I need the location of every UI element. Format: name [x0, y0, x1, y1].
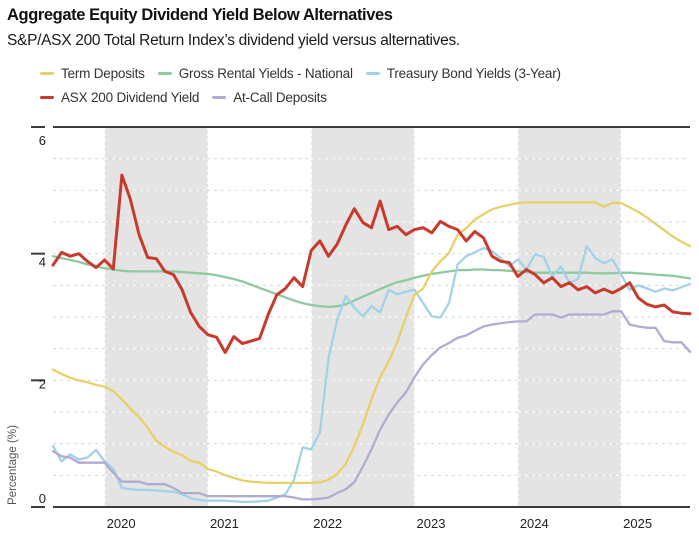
legend-swatch-icon — [40, 95, 54, 100]
legend-swatch-icon — [40, 71, 54, 76]
series-at-call-deposits — [51, 310, 692, 501]
legend-label: ASX 200 Dividend Yield — [61, 90, 200, 105]
legend-label: Treasury Bond Yields (3-Year) — [386, 66, 561, 81]
legend-label: Gross Rental Yields - National — [178, 66, 353, 81]
y-tick-label: 2 — [39, 376, 46, 391]
legend-row: ASX 200 Dividend Yield At-Call Deposits — [40, 90, 561, 105]
series-treasury-bond-yields-3-year — [51, 244, 692, 504]
legend-item-treasury-bond-yields-3-year: Treasury Bond Yields (3-Year) — [365, 66, 561, 81]
legend-item-asx-200-dividend-yield: ASX 200 Dividend Yield — [40, 90, 199, 105]
series-asx-200-dividend-yield — [51, 173, 692, 354]
legend-label: Term Deposits — [61, 66, 145, 81]
legend-swatch-icon — [157, 71, 172, 76]
legend-swatch-icon — [365, 71, 380, 76]
chart-title: Aggregate Equity Dividend Yield Below Al… — [7, 6, 393, 24]
y-tick-label: 6 — [39, 133, 46, 148]
x-year-label: 2022 — [313, 516, 342, 531]
x-year-label: 2025 — [623, 516, 652, 531]
legend-item-gross-rental-yields-national: Gross Rental Yields - National — [157, 66, 353, 81]
y-axis-title: Percentage (%) — [7, 425, 19, 505]
y-tick-label: 4 — [39, 255, 46, 270]
legend: Term Deposits Gross Rental Yields - Natio… — [40, 66, 561, 105]
chart-subtitle: S&P/ASX 200 Total Return Index’s dividen… — [7, 32, 460, 49]
x-year-label: 2020 — [107, 516, 136, 531]
x-year-label: 2023 — [417, 516, 446, 531]
legend-item-term-deposits: Term Deposits — [40, 66, 145, 81]
legend-item-at-call-deposits: At-Call Deposits — [212, 90, 327, 105]
legend-swatch-icon — [212, 95, 227, 100]
series-term-deposits — [51, 201, 692, 485]
x-year-label: 2021 — [210, 516, 239, 531]
legend-row: Term Deposits Gross Rental Yields - Natio… — [40, 66, 561, 81]
x-year-label: 2024 — [520, 516, 549, 531]
y-tick-label: 0 — [39, 491, 46, 506]
series-gross-rental-yields-national — [51, 255, 692, 309]
legend-label: At-Call Deposits — [233, 90, 327, 105]
